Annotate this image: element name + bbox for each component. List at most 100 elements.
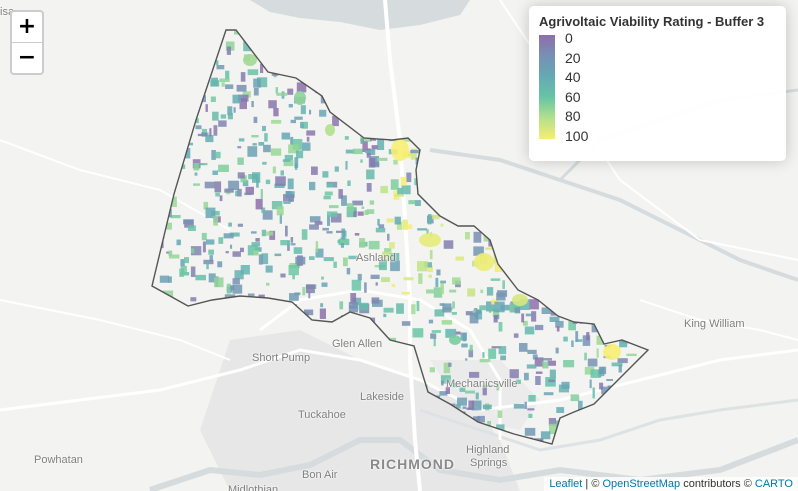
parcel[interactable] — [426, 98, 431, 107]
parcel[interactable] — [155, 323, 159, 328]
parcel[interactable] — [626, 207, 630, 218]
parcel[interactable] — [480, 289, 484, 294]
parcel[interactable] — [163, 383, 166, 387]
parcel[interactable] — [479, 358, 491, 363]
parcel[interactable] — [643, 272, 648, 281]
parcel[interactable] — [307, 46, 313, 50]
parcel[interactable] — [296, 82, 307, 93]
parcel[interactable] — [428, 319, 434, 324]
parcel[interactable] — [225, 70, 230, 80]
parcel[interactable] — [285, 225, 288, 237]
parcel[interactable] — [361, 50, 368, 60]
zoom-in-button[interactable]: + — [17, 14, 37, 39]
parcel-large[interactable] — [512, 294, 528, 306]
parcel[interactable] — [626, 353, 637, 356]
parcel[interactable] — [213, 125, 218, 136]
parcel[interactable] — [547, 360, 556, 366]
parcel[interactable] — [218, 237, 224, 244]
parcel[interactable] — [324, 77, 330, 81]
parcel[interactable] — [218, 120, 227, 127]
parcel[interactable] — [183, 364, 195, 371]
parcel[interactable] — [260, 63, 264, 73]
parcel[interactable] — [289, 293, 299, 301]
parcel[interactable] — [166, 390, 177, 399]
parcel[interactable] — [624, 433, 635, 437]
parcel[interactable] — [204, 162, 208, 165]
parcel[interactable] — [463, 128, 471, 132]
parcel[interactable] — [150, 235, 160, 245]
parcel[interactable] — [530, 175, 539, 178]
parcel[interactable] — [485, 247, 493, 250]
parcel[interactable] — [570, 394, 580, 402]
parcel[interactable] — [555, 320, 564, 328]
parcel[interactable] — [461, 343, 468, 348]
parcel[interactable] — [445, 201, 449, 210]
parcel[interactable] — [428, 214, 432, 225]
parcel[interactable] — [409, 48, 416, 56]
parcel[interactable] — [164, 417, 169, 429]
parcel[interactable] — [584, 366, 595, 375]
parcel[interactable] — [582, 415, 586, 423]
parcel[interactable] — [462, 406, 467, 409]
parcel[interactable] — [271, 119, 282, 124]
parcel[interactable] — [618, 319, 622, 330]
parcel[interactable] — [192, 55, 201, 65]
parcel[interactable] — [479, 305, 487, 311]
parcel[interactable] — [450, 55, 455, 64]
parcel[interactable] — [613, 184, 618, 188]
parcel[interactable] — [482, 352, 485, 358]
parcel[interactable] — [154, 420, 158, 429]
parcel[interactable] — [262, 125, 266, 132]
parcel[interactable] — [341, 228, 346, 240]
parcel[interactable] — [454, 43, 462, 48]
parcel-large[interactable] — [603, 344, 621, 360]
parcel[interactable] — [606, 379, 613, 381]
parcel[interactable] — [370, 133, 376, 141]
parcel[interactable] — [531, 311, 537, 322]
parcel[interactable] — [232, 251, 241, 257]
parcel[interactable] — [423, 41, 427, 51]
parcel[interactable] — [216, 327, 226, 332]
parcel[interactable] — [556, 326, 560, 332]
parcel[interactable] — [495, 81, 499, 86]
parcel[interactable] — [401, 185, 411, 195]
parcel[interactable] — [284, 154, 293, 160]
parcel[interactable] — [531, 271, 536, 278]
parcel[interactable] — [527, 349, 537, 354]
parcel[interactable] — [351, 279, 362, 291]
parcel[interactable] — [281, 132, 291, 140]
parcel[interactable] — [220, 299, 225, 307]
parcel[interactable] — [426, 229, 429, 235]
parcel[interactable] — [601, 185, 604, 189]
parcel[interactable] — [240, 175, 247, 183]
parcel[interactable] — [201, 86, 205, 93]
parcel[interactable] — [212, 170, 218, 176]
parcel[interactable] — [482, 384, 492, 387]
parcel[interactable] — [287, 178, 294, 190]
parcel[interactable] — [255, 198, 263, 210]
parcel[interactable] — [649, 247, 653, 251]
parcel[interactable] — [348, 92, 359, 103]
parcel[interactable] — [437, 101, 446, 105]
parcel[interactable] — [447, 30, 458, 35]
parcel[interactable] — [262, 210, 273, 220]
parcel[interactable] — [304, 309, 314, 316]
parcel[interactable] — [515, 196, 527, 206]
parcel[interactable] — [195, 274, 206, 281]
parcel[interactable] — [648, 172, 659, 182]
parcel[interactable] — [492, 146, 502, 158]
parcel[interactable] — [301, 124, 304, 128]
parcel[interactable] — [549, 369, 556, 379]
parcel[interactable] — [440, 223, 444, 227]
parcel[interactable] — [308, 72, 316, 75]
parcel[interactable] — [500, 244, 510, 254]
parcel[interactable] — [270, 40, 278, 46]
parcel[interactable] — [235, 190, 238, 197]
parcel[interactable] — [179, 334, 181, 343]
parcel[interactable] — [615, 217, 618, 223]
parcel[interactable] — [567, 239, 574, 249]
parcel[interactable] — [540, 431, 551, 440]
parcel[interactable] — [172, 435, 176, 444]
parcel[interactable] — [431, 330, 441, 333]
parcel[interactable] — [616, 388, 621, 392]
